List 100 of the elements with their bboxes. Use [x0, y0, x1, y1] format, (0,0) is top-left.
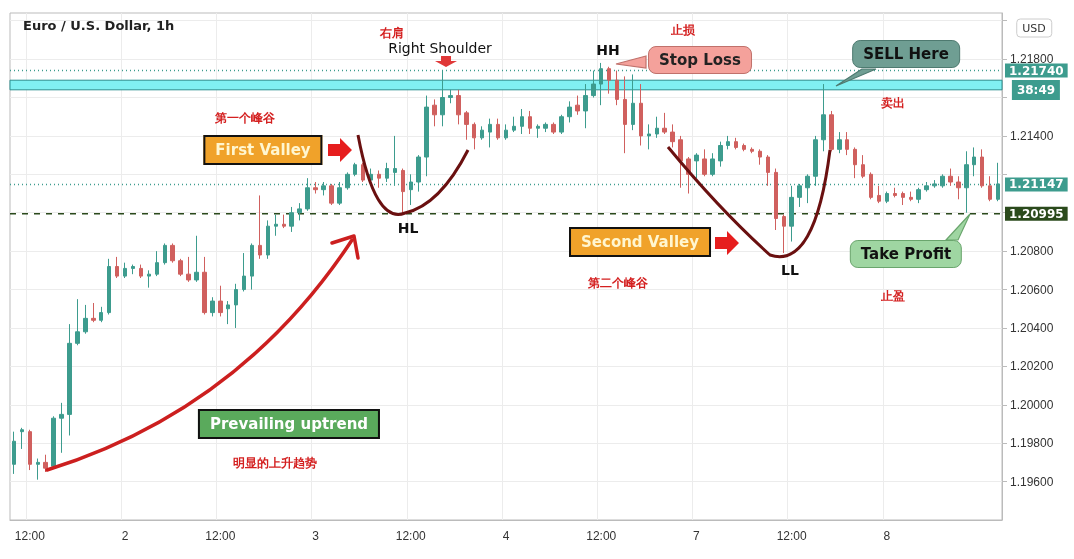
candlestick	[115, 256, 119, 279]
x-tick-label: 3	[312, 529, 320, 543]
x-tick-label: 12:00	[14, 529, 46, 543]
candlestick	[766, 154, 770, 187]
candlestick	[607, 66, 611, 95]
candlestick	[504, 123, 508, 141]
candlestick	[274, 214, 278, 237]
candlestick	[313, 181, 318, 195]
text: USD	[1016, 18, 1052, 38]
annotation: LL	[781, 262, 799, 278]
candlestick	[139, 264, 143, 279]
candlestick	[655, 116, 659, 139]
candlestick	[972, 146, 976, 177]
candlestick	[520, 108, 524, 135]
candlestick	[948, 168, 953, 187]
candlestick	[250, 242, 254, 291]
candlestick	[147, 269, 151, 289]
candlestick	[710, 152, 715, 177]
candlestick	[210, 296, 215, 317]
candlestick	[916, 187, 921, 204]
candlestick	[385, 162, 389, 183]
annotation: SELL Here	[852, 40, 960, 68]
candlestick	[28, 429, 32, 471]
y-tick-label: 1.20800	[1010, 244, 1054, 259]
annotation: 第一个峰谷	[215, 109, 275, 127]
candlestick	[36, 458, 40, 481]
candlestick	[194, 235, 199, 283]
chart-title: Euro / U.S. Dollar, 1h	[23, 18, 175, 33]
candlestick	[631, 73, 635, 131]
candlestick	[877, 185, 881, 204]
candlestick	[67, 323, 72, 436]
candlestick	[829, 110, 834, 152]
candlestick	[956, 175, 961, 200]
candlestick	[59, 402, 64, 454]
candlestick	[43, 454, 48, 473]
candlestick	[163, 242, 167, 266]
candlestick	[726, 135, 730, 150]
candlestick	[694, 152, 699, 179]
candlestick	[774, 168, 778, 231]
candlestick	[567, 100, 572, 123]
candlestick	[456, 89, 461, 125]
annotation: 止盈	[881, 287, 905, 305]
candlestick	[543, 121, 548, 133]
candlestick	[528, 110, 532, 135]
y-tick-label: 1.20400	[1010, 320, 1054, 335]
candlestick	[266, 219, 270, 260]
y-tick-label: 1.19600	[1010, 474, 1054, 489]
y-tick-label: 1.21400	[1010, 128, 1054, 143]
candlestick	[782, 214, 786, 254]
y-tick-label: 1.20000	[1010, 397, 1054, 412]
candlestick	[662, 112, 667, 135]
candlestick	[91, 302, 96, 323]
candlestick	[551, 121, 556, 135]
candlestick	[202, 256, 207, 316]
candlestick	[361, 162, 365, 183]
annotation: 明显的上升趋势	[233, 454, 317, 472]
annotation: HH	[596, 42, 620, 58]
candlestick	[393, 135, 397, 187]
candlestick	[734, 137, 738, 150]
candlestick	[837, 131, 842, 154]
annotation: 卖出	[881, 94, 905, 112]
candlestick	[282, 214, 286, 229]
candlestick	[258, 194, 262, 260]
annotation: Right Shoulder	[388, 40, 492, 56]
candlestick	[83, 304, 88, 335]
x-tick-label: 8	[883, 529, 891, 543]
candlestick	[464, 110, 469, 141]
annotation: First Valley	[203, 135, 323, 165]
candlestick	[821, 83, 826, 152]
candlestick	[226, 300, 230, 325]
candlestick	[583, 83, 588, 129]
candlestick	[512, 116, 516, 133]
candlestick	[155, 250, 159, 277]
candlestick	[901, 191, 905, 206]
annotation: Stop Loss	[648, 46, 752, 74]
x-tick-label: 12:00	[395, 529, 427, 543]
candlestick	[432, 98, 437, 127]
candlestick	[615, 70, 619, 106]
candlestick	[234, 283, 238, 329]
candlestick	[536, 123, 540, 139]
annotation: 第二个峰谷	[588, 274, 648, 292]
candlestick	[718, 141, 723, 168]
candlestick	[472, 121, 476, 150]
candlestick	[480, 125, 484, 141]
candlestick	[623, 75, 627, 154]
candlestick	[702, 148, 707, 177]
candlestick	[893, 187, 897, 198]
x-tick-label: 12:00	[205, 529, 236, 543]
candlestick	[123, 262, 127, 279]
annotation: HL	[397, 220, 419, 236]
ref-line-label: 1.21147	[1009, 177, 1064, 192]
candlestick	[639, 83, 643, 147]
candlestick	[131, 264, 135, 275]
annotation: Prevailing uptrend	[197, 409, 381, 439]
candlestick	[20, 427, 24, 450]
candlestick	[99, 306, 103, 323]
candlestick	[377, 169, 381, 189]
candlestick	[424, 95, 429, 177]
annotation: 右肩	[380, 24, 404, 42]
text: 38:49	[1011, 80, 1061, 100]
